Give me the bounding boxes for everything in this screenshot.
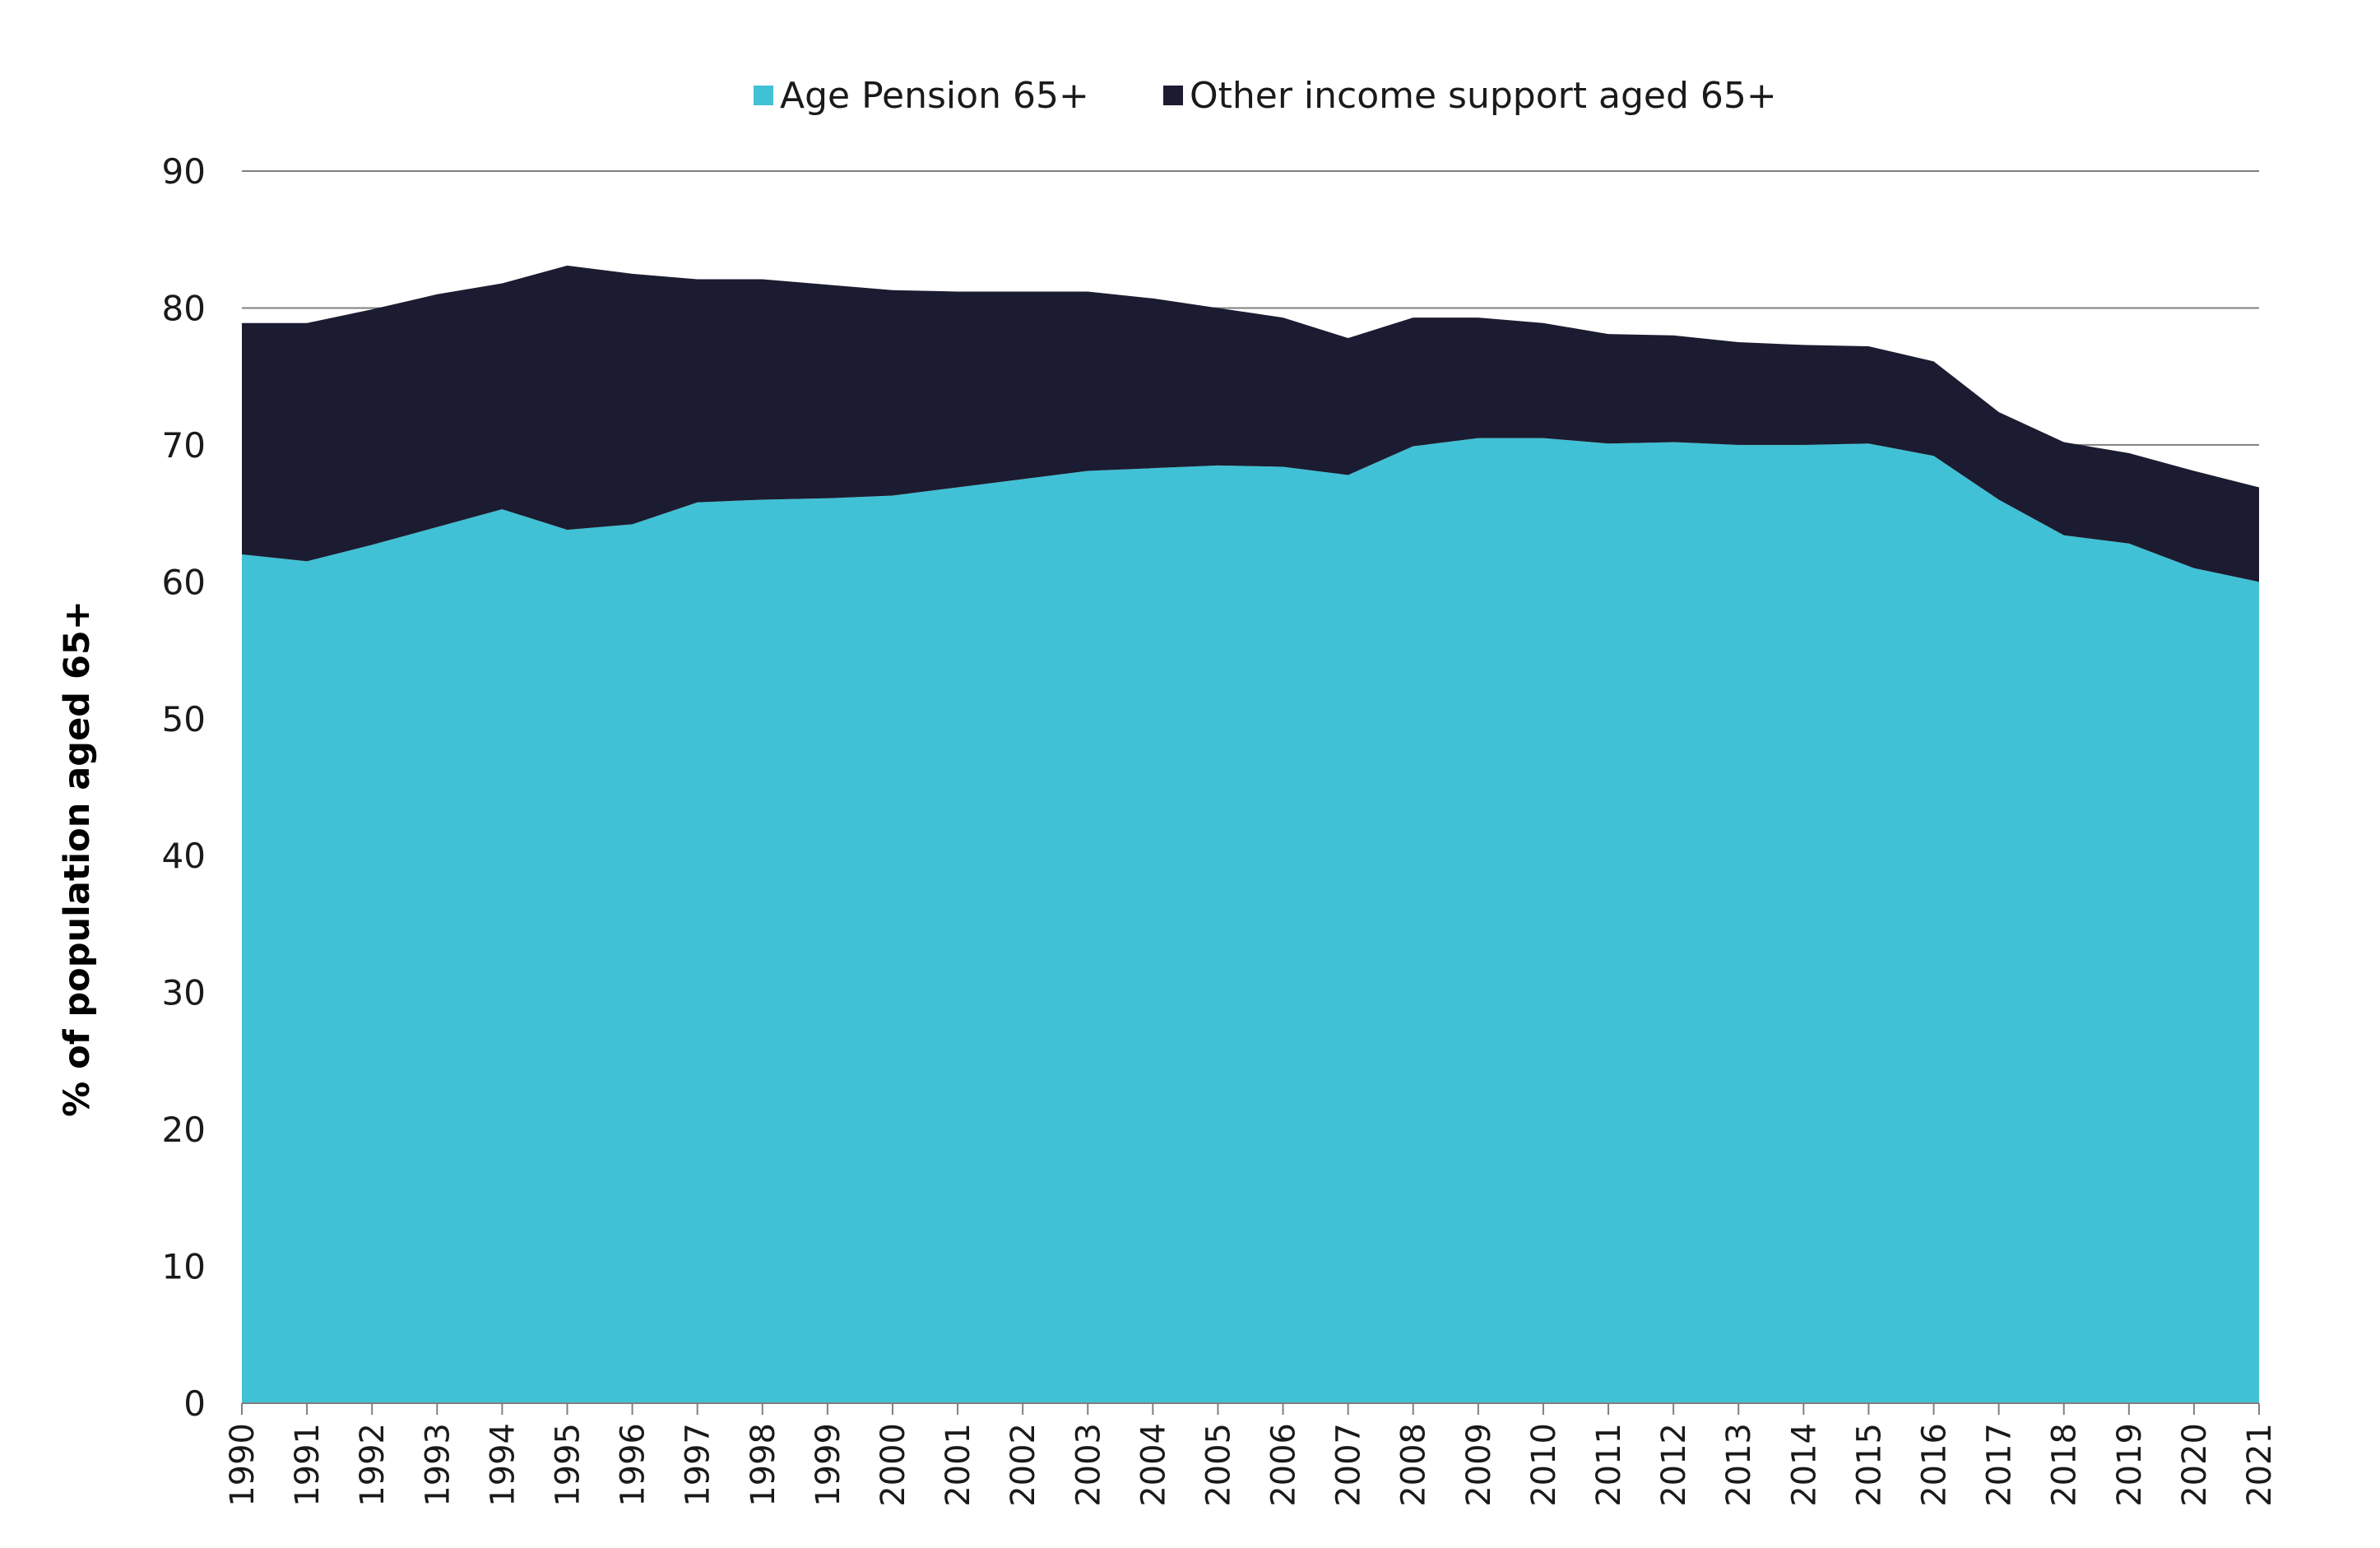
x-tick-label: 1997 bbox=[680, 1423, 717, 1507]
x-tick-label: 1992 bbox=[354, 1423, 392, 1507]
area-series-age-pension-65 bbox=[242, 438, 2259, 1403]
x-tick-label: 2006 bbox=[1265, 1423, 1303, 1507]
x-tick-label: 2017 bbox=[1981, 1423, 2019, 1507]
x-tick-label: 1994 bbox=[484, 1423, 522, 1507]
x-tick-label: 2002 bbox=[1004, 1423, 1042, 1507]
x-tick-label: 2009 bbox=[1460, 1423, 1498, 1507]
legend-label-age-pension-65: Age Pension 65+ bbox=[780, 75, 1089, 117]
y-tick-label: 0 bbox=[183, 1383, 206, 1424]
area-series-other-income-support-aged-65 bbox=[242, 265, 2259, 582]
y-tick-label: 50 bbox=[162, 699, 206, 739]
plot-areas bbox=[242, 265, 2259, 1403]
y-tick-label: 70 bbox=[162, 425, 206, 466]
x-tick-label: 1991 bbox=[289, 1423, 327, 1507]
x-tick-label: 2010 bbox=[1525, 1423, 1563, 1507]
x-tick-label: 1993 bbox=[419, 1423, 457, 1507]
x-tick-label: 2012 bbox=[1655, 1423, 1693, 1507]
y-tick-label: 90 bbox=[162, 151, 206, 192]
x-tick-label: 1990 bbox=[224, 1423, 262, 1507]
x-tick-label: 1996 bbox=[615, 1423, 652, 1507]
y-tick-label: 40 bbox=[162, 836, 206, 876]
y-tick-label: 20 bbox=[162, 1110, 206, 1150]
y-tick-label: 30 bbox=[162, 973, 206, 1013]
y-tick-label: 80 bbox=[162, 288, 206, 328]
x-tick-label: 1999 bbox=[810, 1423, 847, 1507]
axes: 1990 1991 1992 1993 1994 1995 1996 1997 1998 1999… bbox=[162, 151, 2279, 1507]
x-tick-label: 1998 bbox=[745, 1423, 782, 1507]
x-tick-label: 2014 bbox=[1785, 1423, 1823, 1507]
x-tick-label: 2019 bbox=[2111, 1423, 2149, 1507]
x-tick-label: 2004 bbox=[1134, 1423, 1172, 1507]
x-tick-label: 2011 bbox=[1590, 1423, 1628, 1507]
y-axis-title: % of population aged 65+ bbox=[57, 600, 98, 1117]
legend-label-other-income-support-aged-65: Other income support aged 65+ bbox=[1190, 75, 1777, 117]
x-tick-label: 2020 bbox=[2176, 1423, 2214, 1507]
y-tick-label: 60 bbox=[162, 562, 206, 602]
x-tick-label: 2018 bbox=[2046, 1423, 2084, 1507]
y-tick-label: 10 bbox=[162, 1247, 206, 1287]
x-tick-label: 2000 bbox=[875, 1423, 912, 1507]
legend-swatch-age-pension-65 bbox=[754, 86, 773, 105]
x-tick-label: 2008 bbox=[1395, 1423, 1433, 1507]
legend-swatch-other-income-support-aged-65 bbox=[1163, 86, 1183, 105]
x-tick-label: 2021 bbox=[2241, 1423, 2279, 1507]
x-tick-label: 2003 bbox=[1069, 1423, 1107, 1507]
x-tick-label: 1995 bbox=[549, 1423, 587, 1507]
x-tick-label: 2016 bbox=[1916, 1423, 1954, 1507]
x-tick-label: 2001 bbox=[939, 1423, 977, 1507]
x-tick-label: 2007 bbox=[1330, 1423, 1368, 1507]
x-tick-label: 2005 bbox=[1199, 1423, 1237, 1507]
x-tick-label: 2015 bbox=[1850, 1423, 1888, 1507]
legend: Age Pension 65+ Other income support aged… bbox=[754, 75, 1777, 117]
x-tick-label: 2013 bbox=[1720, 1423, 1758, 1507]
